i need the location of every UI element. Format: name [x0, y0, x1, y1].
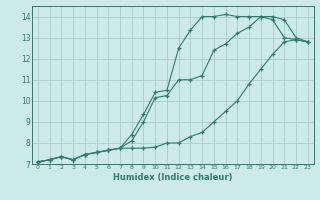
X-axis label: Humidex (Indice chaleur): Humidex (Indice chaleur)	[113, 173, 233, 182]
